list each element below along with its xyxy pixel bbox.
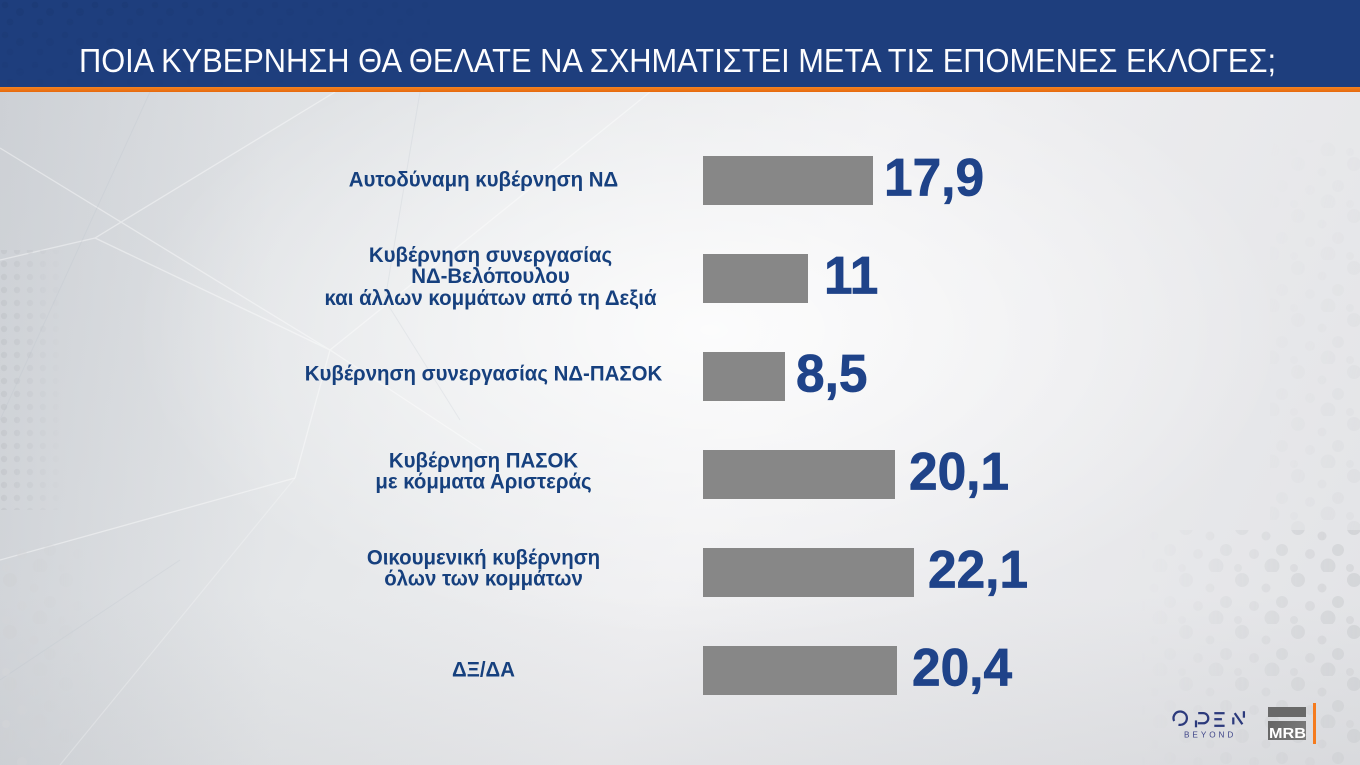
svg-text:BEYOND: BEYOND xyxy=(1184,731,1236,740)
